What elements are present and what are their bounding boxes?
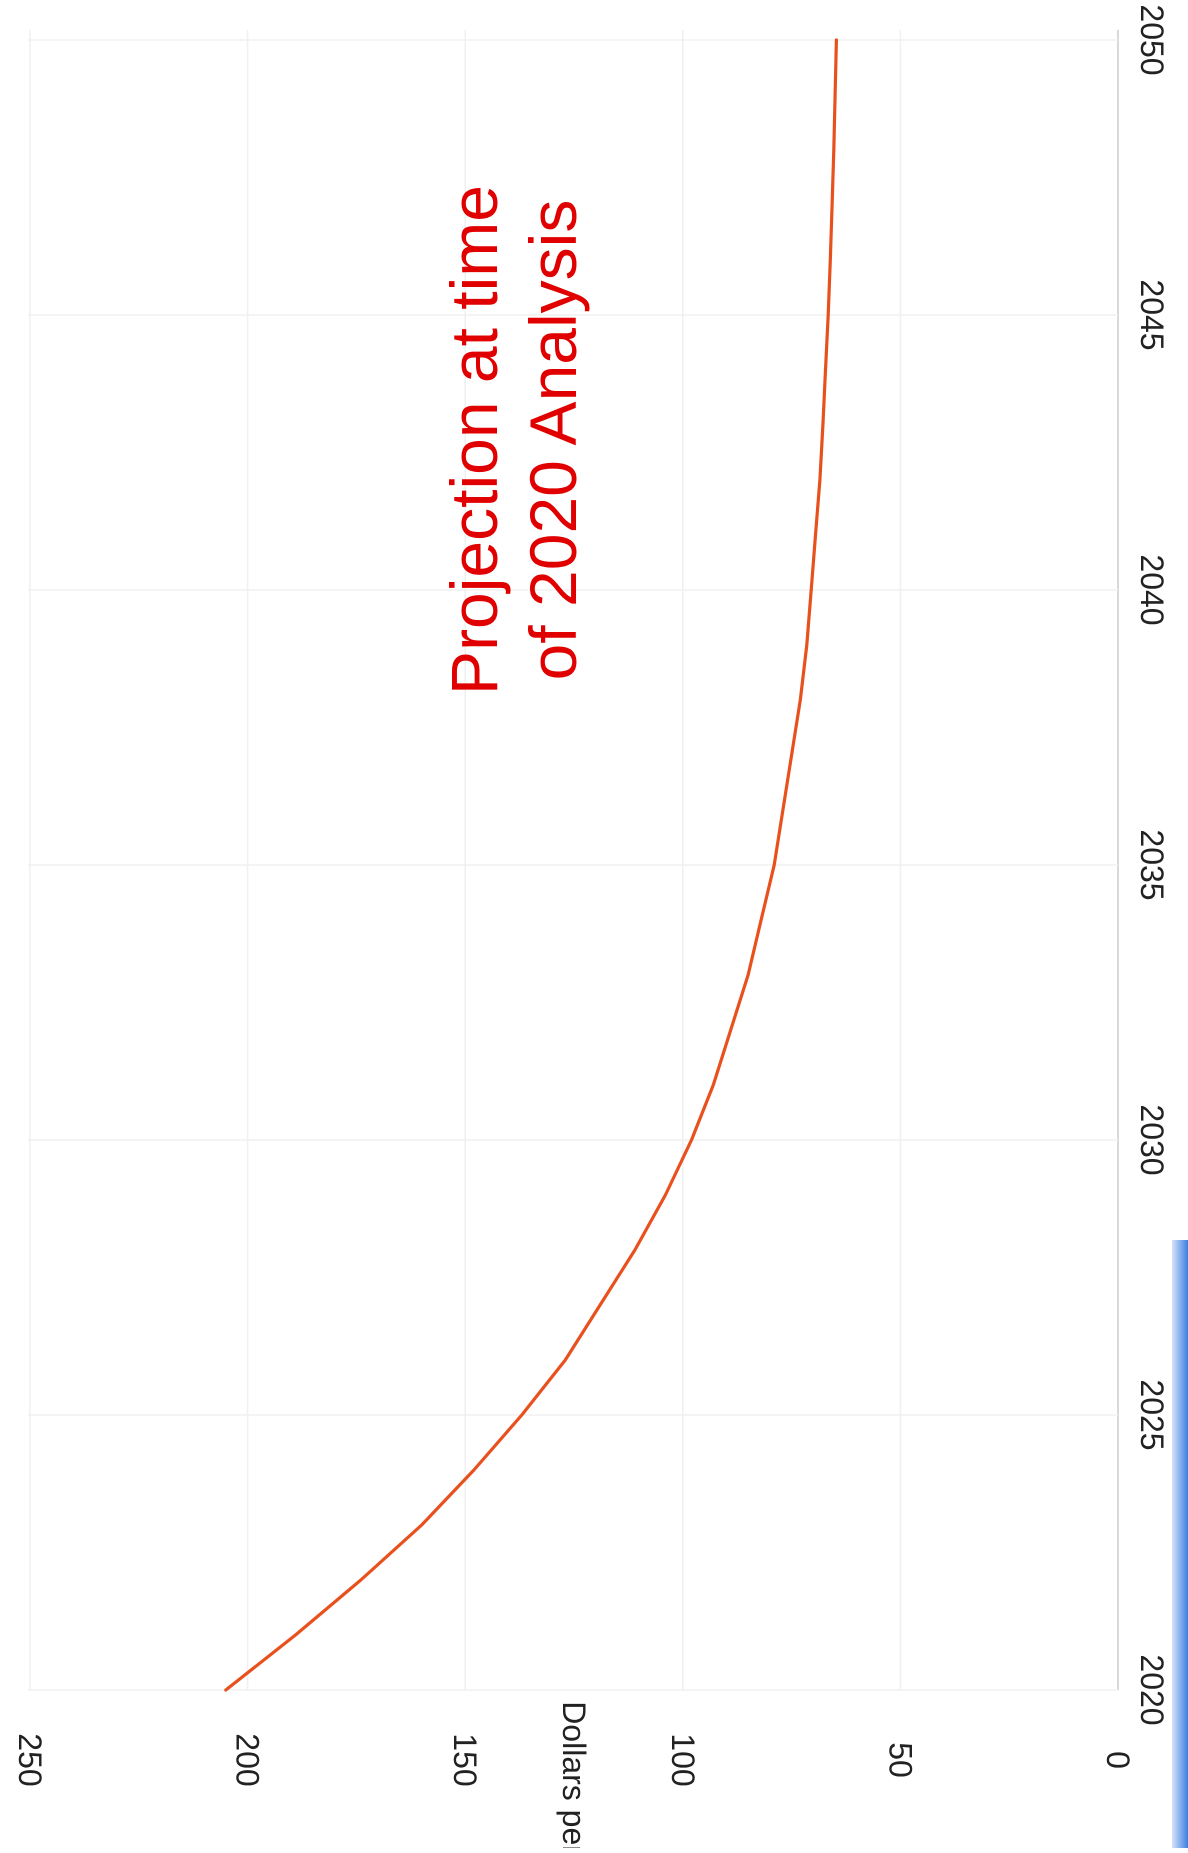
y-tick-labels: 0 50 100 150 200 250: [12, 1733, 1136, 1786]
x-tick-labels: 2020 2025 2030 2035 2040 2045 2050: [1134, 4, 1170, 1725]
annotation-line: of 2020 Analysis: [516, 200, 590, 681]
x-tick-label: 2050: [1134, 4, 1170, 75]
y-tick-label: 250: [12, 1733, 48, 1786]
projection-annotation: Projection at timeof 2020 Analysis: [437, 185, 590, 695]
x-tick-label: 2025: [1134, 1379, 1170, 1450]
x-tick-label: 2020: [1134, 1654, 1170, 1725]
y-axis-label: Dollars per kWh: [556, 1701, 592, 1848]
y-tick-label: 50: [882, 1742, 918, 1778]
x-tick-label: 2040: [1134, 554, 1170, 625]
series-line: [224, 38, 839, 1692]
y-tick-label: 200: [230, 1733, 266, 1786]
y-tick-label: 0: [1100, 1751, 1136, 1769]
x-tick-label: 2030: [1134, 1104, 1170, 1175]
x-tick-label: 2035: [1134, 829, 1170, 900]
scan-edge-decoration: [1172, 1240, 1188, 1848]
annotation-line: Projection at time: [437, 185, 511, 695]
gridlines: [28, 30, 1119, 1691]
x-tick-label: 2045: [1134, 279, 1170, 350]
y-tick-label: 150: [447, 1733, 483, 1786]
y-tick-label: 100: [665, 1733, 701, 1786]
series-layer: [224, 38, 839, 1692]
